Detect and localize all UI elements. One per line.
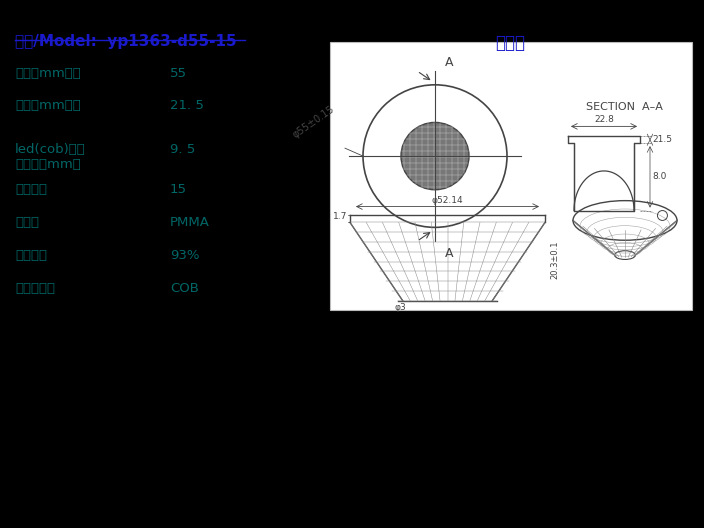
Circle shape	[401, 122, 469, 190]
Text: 高度（mm）：: 高度（mm）：	[15, 99, 81, 111]
Text: 22.8: 22.8	[594, 116, 614, 125]
Text: 55: 55	[170, 67, 187, 80]
Text: φ55±0.15: φ55±0.15	[290, 104, 336, 140]
Text: φ52.14: φ52.14	[432, 195, 463, 204]
Text: 直径（mm）：: 直径（mm）：	[15, 67, 81, 80]
Text: 透光率：: 透光率：	[15, 249, 47, 262]
Text: 适配光源：: 适配光源：	[15, 282, 55, 295]
Text: A: A	[445, 247, 453, 260]
Text: led(cob)发光
面大小（mm）: led(cob)发光 面大小（mm）	[15, 143, 86, 171]
Text: 93%: 93%	[170, 249, 199, 262]
Text: SECTION  A–A: SECTION A–A	[586, 101, 662, 111]
Text: COB: COB	[170, 282, 199, 295]
Text: φ3: φ3	[395, 303, 406, 312]
Text: 20.3±0.1: 20.3±0.1	[550, 241, 559, 279]
Text: 15: 15	[170, 183, 187, 196]
Text: 9. 5: 9. 5	[170, 143, 195, 156]
Text: 发光角度: 发光角度	[15, 183, 47, 196]
Text: 1.7: 1.7	[332, 212, 347, 221]
Bar	[330, 42, 692, 309]
Text: A: A	[445, 56, 453, 69]
Text: 材料：: 材料：	[15, 216, 39, 230]
Text: 产品图: 产品图	[495, 34, 525, 52]
Text: 21. 5: 21. 5	[170, 99, 204, 111]
Text: 21.5: 21.5	[652, 135, 672, 144]
Text: 型号/Model:  yp1363-d55-15: 型号/Model: yp1363-d55-15	[15, 34, 237, 49]
Text: PMMA: PMMA	[170, 216, 210, 230]
Text: 8.0: 8.0	[652, 172, 667, 182]
